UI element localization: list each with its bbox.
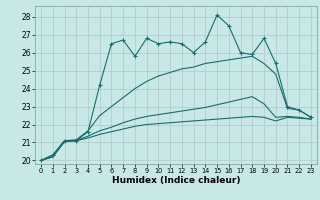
X-axis label: Humidex (Indice chaleur): Humidex (Indice chaleur) <box>112 176 240 185</box>
